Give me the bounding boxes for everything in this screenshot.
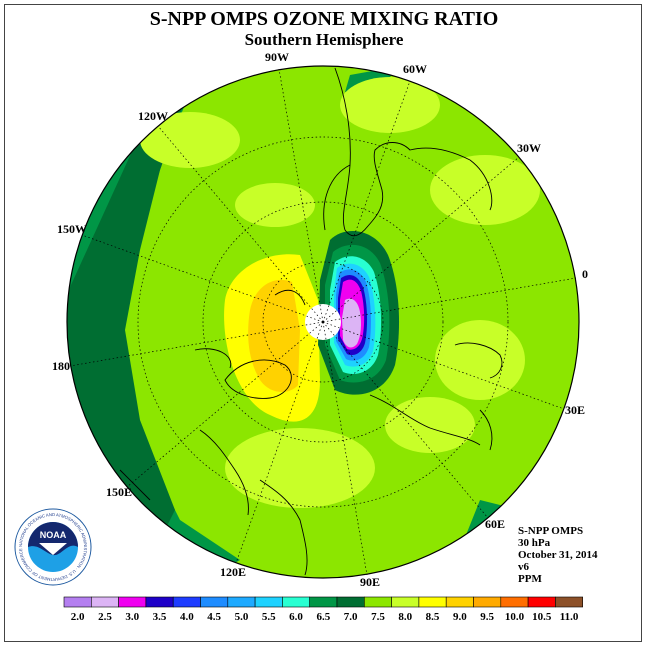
lon-label-150w: 150W — [57, 222, 87, 236]
info-version: v6 — [518, 561, 529, 573]
info-instrument: S-NPP OMPS — [518, 525, 584, 537]
noaa-logo: NATIONAL OCEANIC AND ATMOSPHERIC ADMINIS… — [14, 508, 92, 586]
map-subtitle: Southern Hemisphere — [244, 30, 404, 49]
lon-label-150e: 150E — [106, 485, 132, 499]
info-level: 30 hPa — [518, 537, 551, 549]
lon-label-90w: 90W — [265, 50, 289, 64]
info-units: PPM — [518, 573, 542, 585]
lon-label-120e: 120E — [220, 565, 246, 579]
graticule — [69, 68, 577, 576]
info-block: S-NPP OMPS 30 hPa October 31, 2014 v6 PP… — [518, 525, 598, 585]
map-title: S-NPP OMPS OZONE MIXING RATIO — [149, 8, 499, 30]
lon-label-180: 180 — [52, 359, 70, 373]
lon-label-120w: 120W — [138, 109, 168, 123]
info-date: October 31, 2014 — [518, 549, 598, 561]
coastlines — [119, 67, 503, 576]
lon-label-60w: 60W — [403, 62, 427, 76]
lon-label-90e: 90E — [360, 575, 380, 589]
lon-label-30w: 30W — [517, 141, 541, 155]
figure-frame — [4, 4, 642, 642]
map-boundary — [66, 65, 580, 579]
lon-label-30e: 30E — [565, 403, 585, 417]
lon-label-60e: 60E — [485, 517, 505, 531]
noaa-logo-text: NOAA — [40, 530, 67, 540]
lon-label-0: 0 — [582, 267, 588, 281]
